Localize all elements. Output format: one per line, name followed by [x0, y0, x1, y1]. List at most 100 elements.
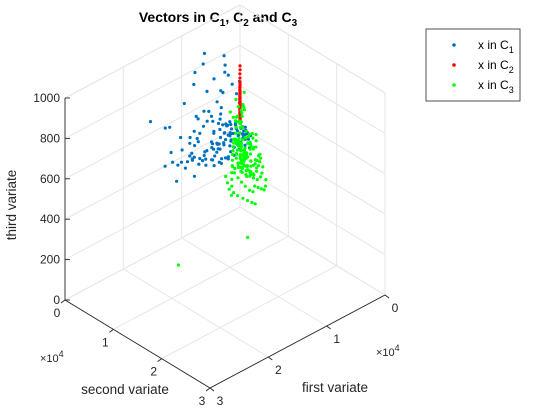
data-point-c1 [202, 153, 206, 158]
data-point-c1 [226, 133, 230, 137]
data-point-c3 [243, 146, 247, 150]
data-point-c3 [228, 110, 232, 114]
data-point-c1 [198, 156, 202, 161]
data-point-c3 [256, 185, 260, 190]
data-point-c3 [238, 148, 243, 152]
data-point-c1 [188, 135, 192, 140]
data-point-c3 [242, 105, 246, 109]
data-point-c1 [220, 157, 224, 161]
data-point-c1 [193, 144, 197, 148]
data-point-c3 [249, 144, 253, 148]
data-point-c1 [168, 125, 172, 129]
data-point-c1 [201, 159, 205, 163]
data-point-c3 [227, 187, 231, 191]
legend[interactable]: x in C1 x in C2 x in C3 [425, 28, 521, 102]
z-axis-label: third variate [4, 170, 19, 241]
data-point-c3 [235, 120, 239, 124]
data-point-c3 [236, 105, 240, 109]
wall-grid-line [64, 125, 241, 220]
data-point-c2 [238, 97, 242, 101]
data-point-c3 [251, 176, 256, 180]
x-tick [384, 294, 390, 299]
data-point-c3 [230, 184, 234, 188]
data-point-c2 [238, 85, 242, 89]
data-point-c1 [216, 147, 220, 151]
data-point-c3 [250, 132, 254, 136]
scatter-points [148, 51, 268, 267]
data-point-c3 [251, 136, 255, 140]
data-point-c1 [218, 127, 222, 132]
data-point-c2 [238, 76, 242, 80]
data-point-c3 [260, 171, 264, 175]
data-point-c1 [207, 109, 211, 113]
x-tick-label: 3 [217, 394, 224, 408]
data-point-c1 [219, 112, 223, 116]
data-point-c1 [193, 70, 197, 75]
data-point-c3 [248, 188, 252, 192]
data-point-c3 [251, 190, 255, 194]
data-point-c1 [215, 100, 219, 104]
data-point-c1 [223, 70, 227, 74]
data-point-c3 [237, 136, 241, 141]
data-point-c1 [205, 119, 209, 123]
wall-grid-line [239, 125, 386, 215]
data-point-c3 [254, 145, 258, 149]
legend-box [425, 28, 521, 102]
box-edge [64, 4, 241, 99]
z-tick-label: 0 [53, 293, 60, 307]
y-tick [157, 358, 162, 363]
data-point-c3 [234, 151, 238, 155]
data-point-c3 [250, 200, 254, 205]
data-point-c3 [235, 148, 240, 152]
data-point-c3 [240, 154, 244, 158]
data-point-c1 [195, 136, 199, 141]
legend-label-c1: x in C1 [478, 38, 514, 55]
data-point-c3 [255, 166, 259, 170]
data-point-c1 [196, 140, 200, 144]
data-point-c1 [185, 160, 190, 164]
y-tick-label: 2 [150, 365, 157, 379]
legend-entry-c2: x in C2 [452, 58, 514, 75]
data-point-c3 [238, 131, 242, 135]
data-point-c1 [163, 126, 167, 130]
data-point-c3 [239, 169, 243, 173]
axis-ticks [60, 97, 390, 392]
data-point-c3 [259, 187, 263, 191]
data-point-c3 [234, 131, 238, 135]
data-point-c3 [234, 156, 238, 160]
data-point-c1 [228, 120, 232, 124]
legend-marker-c1 [452, 43, 456, 47]
data-point-c1 [243, 125, 247, 129]
x-tick [268, 356, 273, 361]
data-point-c1 [221, 90, 225, 95]
data-point-c3 [242, 90, 246, 94]
z-tick-label: 600 [40, 172, 60, 186]
z-tick-labels: 0 200 400 600 800 1000 [33, 91, 60, 307]
data-point-c2 [238, 80, 242, 84]
axis-lines [64, 4, 386, 389]
data-point-c3 [239, 165, 243, 169]
y-axis-line [64, 299, 211, 389]
data-point-c3 [264, 178, 268, 182]
data-point-c1 [148, 120, 153, 124]
data-point-c3 [231, 152, 235, 157]
x-exponent-label: ×104 [376, 343, 400, 359]
data-point-c3 [240, 138, 244, 142]
data-point-c1 [180, 148, 184, 152]
data-point-c3 [236, 163, 240, 167]
wall-grid-line [64, 206, 241, 301]
data-point-c3 [261, 165, 265, 169]
data-point-c1 [210, 146, 214, 150]
data-point-c1 [192, 155, 196, 159]
data-point-c1 [226, 73, 230, 77]
box-edge [239, 4, 386, 94]
data-point-c3 [236, 176, 240, 180]
data-point-c3 [244, 153, 248, 157]
data-point-c1 [179, 160, 184, 164]
data-point-c3 [248, 147, 252, 151]
data-point-c3 [253, 202, 257, 206]
data-point-c1 [190, 151, 194, 155]
z-tick-label: 1000 [33, 91, 60, 105]
x-axis-line [209, 294, 386, 389]
data-point-c1 [218, 135, 223, 140]
